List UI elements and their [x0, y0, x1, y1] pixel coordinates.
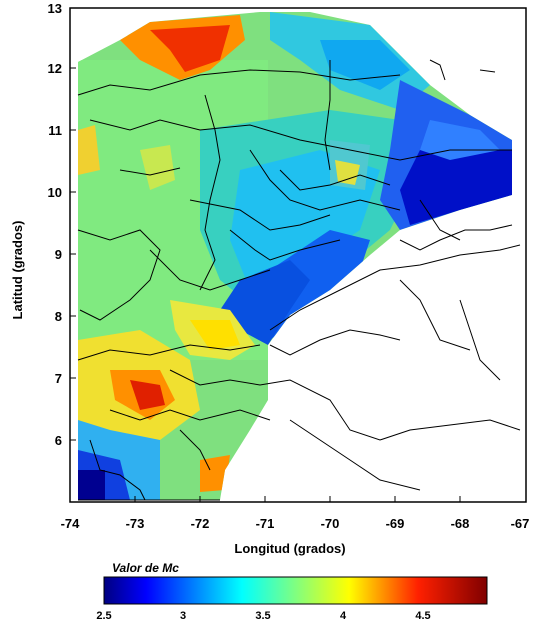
y-tick-label: 9	[55, 247, 62, 262]
y-tick-label: 11	[48, 123, 62, 138]
colorbar-tick-label: 4.5	[415, 610, 430, 622]
y-tick-labels: 6 7 8 9 10 11 12 13	[48, 1, 62, 448]
colorbar: Valor de Mc 2.5 3 3.5 4 4.5	[96, 561, 488, 622]
y-tick-label: 7	[55, 371, 62, 386]
map-plot-area	[69, 7, 527, 503]
colorbar-tick-label: 3	[180, 610, 186, 622]
mc-value-field	[78, 12, 512, 500]
x-tick-label: -69	[386, 516, 405, 531]
colorbar-tick-label: 2.5	[96, 610, 111, 622]
y-tick-label: 8	[55, 309, 62, 324]
x-tick-label: -73	[126, 516, 145, 531]
colorbar-gradient	[103, 576, 488, 605]
x-tick-label: -72	[191, 516, 210, 531]
y-tick-label: 12	[48, 61, 62, 76]
y-tick-label: 13	[48, 1, 62, 16]
x-tick-label: -70	[321, 516, 340, 531]
x-tick-label: -68	[451, 516, 470, 531]
y-tick-label: 10	[48, 185, 62, 200]
colorbar-tick-label: 3.5	[255, 610, 270, 622]
x-axis-title: Longitud (grados)	[234, 541, 345, 556]
frame-ticks	[70, 67, 461, 502]
x-tick-label: -74	[61, 516, 81, 531]
x-tick-label: -67	[511, 516, 530, 531]
x-tick-labels: -74 -73 -72 -71 -70 -69 -68 -67	[61, 516, 530, 531]
colorbar-title: Valor de Mc	[112, 561, 179, 575]
y-axis-title: Latitud (grados)	[10, 221, 25, 320]
x-tick-label: -71	[256, 516, 275, 531]
boundary-lines	[77, 59, 521, 501]
colorbar-tick-label: 4	[340, 610, 347, 622]
y-tick-label: 6	[55, 433, 62, 448]
